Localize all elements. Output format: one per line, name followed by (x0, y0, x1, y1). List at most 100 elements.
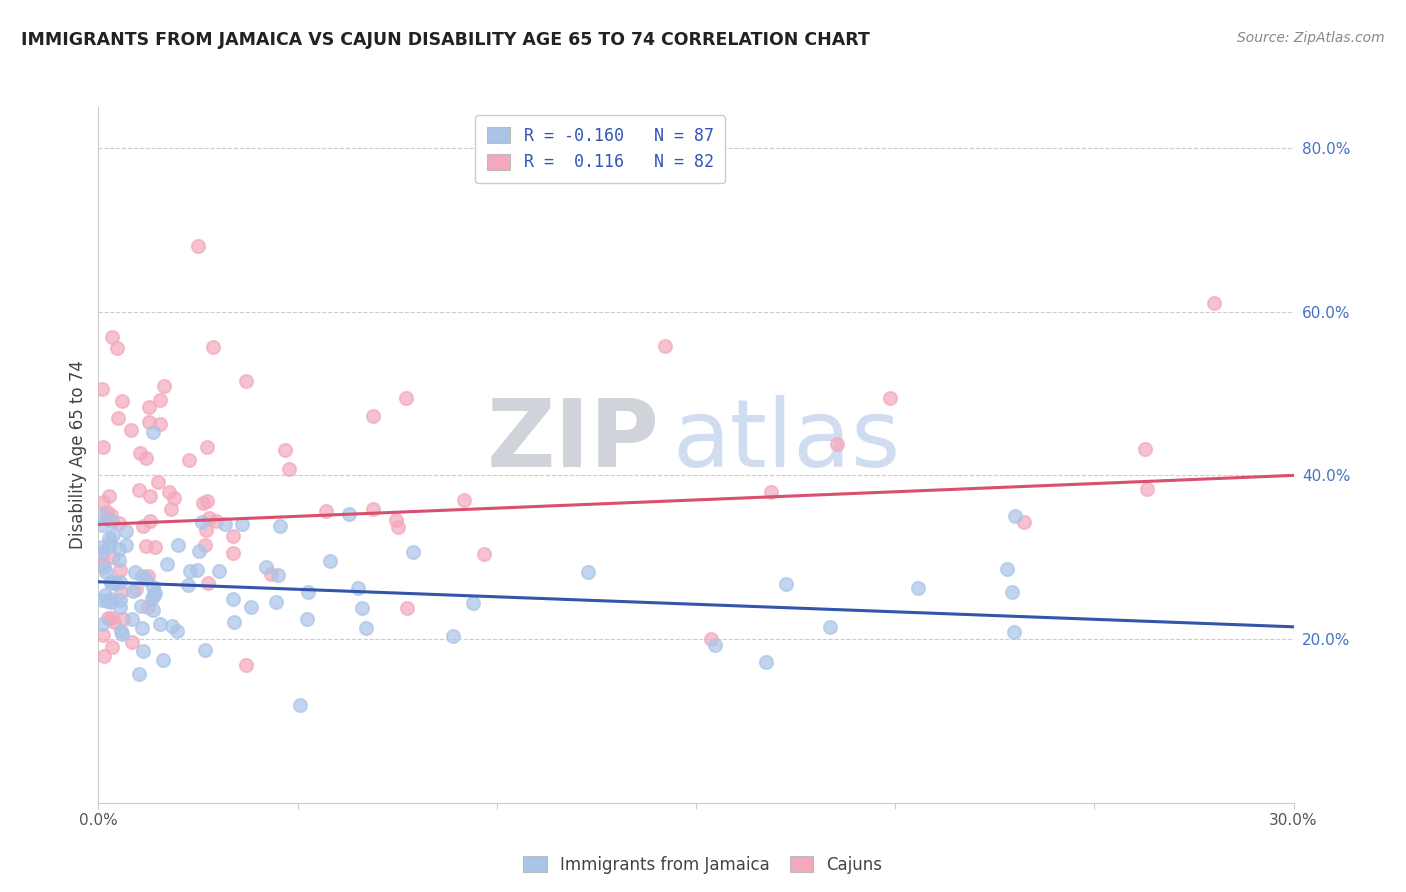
Point (195, 440, 218, 454)
Point (108, 599, 131, 614)
Point (110, 585, 132, 599)
Point (124, 565, 146, 579)
Point (761, 484, 783, 499)
Point (267, 568, 290, 582)
Point (224, 615, 246, 629)
Point (260, 567, 283, 582)
Point (91, 548, 114, 562)
Point (142, 425, 165, 439)
Point (100, 574, 122, 589)
Point (197, 511, 219, 525)
Point (453, 493, 475, 508)
Point (472, 547, 495, 561)
Point (361, 409, 384, 423)
Point (101, 640, 124, 654)
Point (775, 576, 797, 591)
Point (108, 575, 131, 590)
Point (350, 601, 373, 615)
Point (105, 576, 128, 591)
Point (98, 591, 121, 606)
Legend: R = -0.160   N = 87, R =  0.116   N = 82: R = -0.160 N = 87, R = 0.116 N = 82 (475, 115, 725, 183)
Point (107, 410, 129, 425)
Point (131, 621, 153, 635)
Point (91, 508, 114, 522)
Point (136, 600, 159, 615)
Point (1001, 585, 1024, 599)
Point (97, 611, 120, 625)
Point (254, 559, 277, 574)
Point (295, 612, 318, 626)
Point (214, 517, 236, 532)
Point (195, 523, 218, 537)
Point (153, 379, 176, 393)
Point (187, 239, 209, 253)
Point (361, 502, 384, 516)
Point (654, 339, 676, 353)
Point (879, 391, 901, 405)
Point (135, 539, 157, 553)
Point (97, 532, 120, 546)
Point (108, 542, 131, 557)
Point (97, 489, 120, 503)
Text: ZIP: ZIP (488, 395, 661, 487)
Point (202, 340, 225, 354)
Point (396, 600, 419, 615)
Point (96, 505, 118, 519)
Point (111, 612, 134, 626)
Point (160, 619, 183, 633)
Point (143, 586, 166, 600)
Point (186, 563, 208, 577)
Point (100, 508, 122, 522)
Point (1133, 442, 1156, 456)
Point (194, 538, 217, 552)
Point (347, 581, 370, 595)
Point (128, 446, 150, 460)
Point (152, 652, 174, 666)
Point (1202, 296, 1225, 310)
Point (277, 462, 299, 476)
Point (231, 516, 253, 531)
Text: atlas: atlas (672, 395, 900, 487)
Point (122, 583, 145, 598)
Point (395, 391, 418, 405)
Point (138, 514, 160, 528)
Point (135, 572, 157, 586)
Point (235, 374, 257, 388)
Point (907, 581, 929, 595)
Point (135, 451, 157, 466)
Point (205, 514, 228, 528)
Point (91, 628, 114, 642)
Point (188, 543, 211, 558)
Point (139, 489, 162, 503)
Point (91, 517, 114, 532)
Point (166, 624, 188, 639)
Point (101, 549, 124, 564)
Point (239, 599, 262, 614)
Point (818, 620, 841, 634)
Point (269, 519, 291, 533)
Point (128, 483, 150, 498)
Point (115, 538, 138, 552)
Point (995, 562, 1018, 576)
Point (93, 588, 115, 602)
Point (120, 423, 142, 437)
Point (222, 591, 245, 606)
Point (157, 484, 180, 499)
Point (91, 541, 114, 555)
Point (108, 593, 131, 607)
Point (111, 394, 134, 409)
Point (121, 635, 143, 649)
Point (700, 632, 723, 646)
Point (318, 554, 340, 568)
Point (132, 518, 155, 533)
Point (143, 589, 166, 603)
Point (159, 501, 181, 516)
Point (97, 540, 120, 554)
Point (100, 534, 122, 549)
Point (1002, 625, 1025, 640)
Point (755, 655, 778, 669)
Point (1136, 483, 1159, 497)
Point (91, 544, 114, 558)
Point (110, 563, 132, 577)
Point (142, 603, 165, 617)
